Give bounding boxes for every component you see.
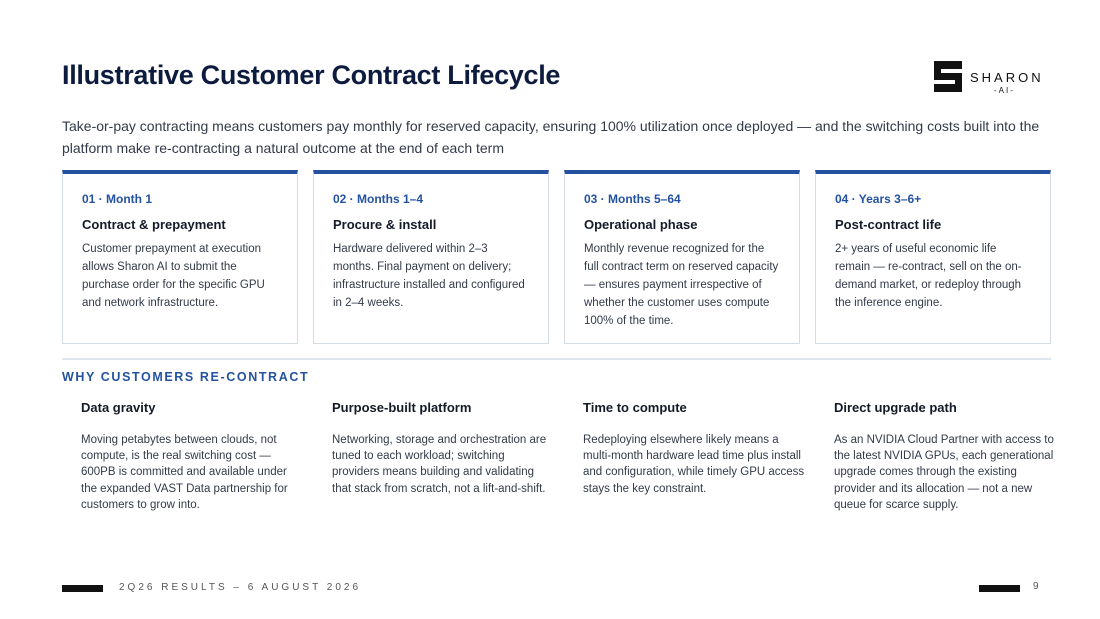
footer-bar <box>979 585 1020 592</box>
reason: Direct upgrade path As an NVIDIA Cloud Pa… <box>834 400 1056 513</box>
stage-heading: Operational phase <box>584 217 698 232</box>
title: Illustrative Customer Contract Lifecycle <box>62 60 561 90</box>
logo-tag: -AI- <box>994 86 1015 95</box>
reason: Time to compute Redeploying elsewhere lik… <box>583 400 805 497</box>
stage-heading: Contract & prepayment <box>82 217 226 232</box>
stage-body: Hardware delivered within 2–3 months. Fi… <box>333 243 525 309</box>
reason-heading: Data gravity <box>81 400 156 415</box>
reason-body: Moving petabytes between clouds, not com… <box>81 434 288 511</box>
stage-heading: Post-contract life <box>835 217 942 232</box>
divider <box>62 358 1051 360</box>
page-number: 9 <box>1033 581 1039 592</box>
logo-name: SHARON <box>970 70 1044 85</box>
section-title: WHY CUSTOMERS RE-CONTRACT <box>62 370 310 384</box>
reason: Data gravity Moving petabytes between clo… <box>81 400 303 513</box>
reason-body: Redeploying elsewhere likely means a mul… <box>583 434 805 495</box>
stage-card: 02 · Months 1–4 Procure & install Hardware… <box>313 170 549 344</box>
reason-body: Networking, storage and orchestration ar… <box>332 434 547 495</box>
stage-card: 03 · Months 5–64 Operational phase Monthly… <box>564 170 800 344</box>
stage-label: 03 · Months 5–64 <box>584 192 681 206</box>
footer-bar <box>62 585 103 592</box>
stage-body: 2+ years of useful economic life remain … <box>835 243 1022 309</box>
stage-body: Monthly revenue recognized for the full … <box>584 243 779 327</box>
reason-body: As an NVIDIA Cloud Partner with access t… <box>834 434 1054 511</box>
reason: Purpose-built platform Networking, storag… <box>332 400 554 497</box>
stage-label: 04 · Years 3–6+ <box>835 192 922 206</box>
footer-text: 2Q26 RESULTS – 6 AUGUST 2026 <box>119 582 362 593</box>
stage-card: 04 · Years 3–6+ Post-contract life 2+ year… <box>815 170 1051 344</box>
stage-body: Customer prepayment at execution allows … <box>82 243 265 309</box>
stage-card: 01 · Month 1 Contract & prepayment Custome… <box>62 170 298 344</box>
subtitle: Take-or-pay contracting means customers … <box>62 118 1040 156</box>
reason-heading: Direct upgrade path <box>834 400 957 415</box>
reason-heading: Purpose-built platform <box>332 400 472 415</box>
logo-icon <box>934 61 962 92</box>
stage-heading: Procure & install <box>333 217 437 232</box>
stage-label: 02 · Months 1–4 <box>333 192 424 206</box>
stage-label: 01 · Month 1 <box>82 192 153 206</box>
reason-heading: Time to compute <box>583 400 687 415</box>
